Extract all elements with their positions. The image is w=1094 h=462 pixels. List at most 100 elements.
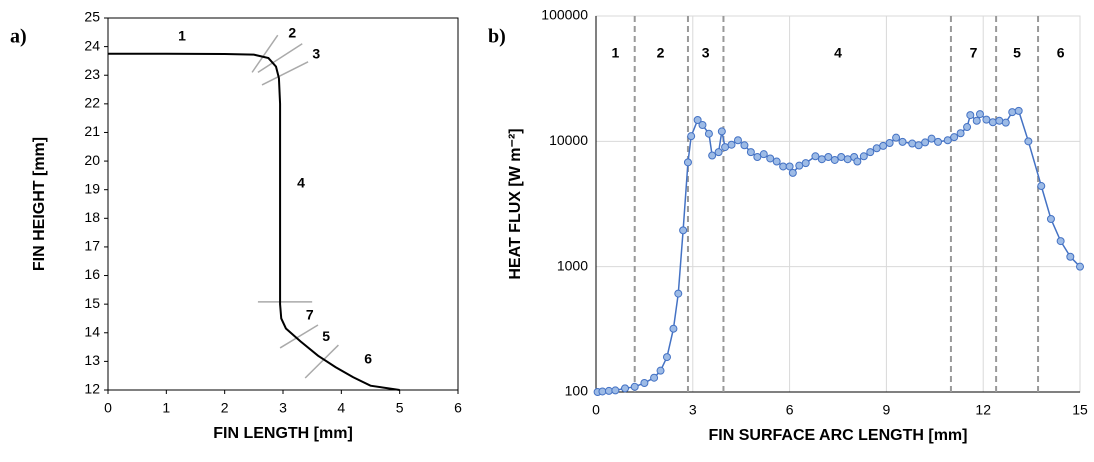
data-point: [892, 133, 901, 142]
data-point: [885, 138, 894, 147]
x-tick-label: 12: [975, 402, 991, 418]
segment-separator: [261, 61, 309, 86]
segment-separator: [279, 324, 319, 349]
data-point: [1076, 262, 1084, 271]
data-point: [779, 162, 788, 171]
x-tick-label: 6: [454, 400, 462, 416]
y-tick-label: 14: [84, 323, 100, 339]
data-point: [611, 386, 620, 395]
data-point: [824, 152, 833, 161]
data-point: [698, 120, 707, 129]
segment-separator: [251, 34, 279, 73]
data-point: [966, 111, 975, 120]
data-point: [656, 366, 665, 375]
y-tick-label: 20: [84, 152, 100, 168]
data-point: [1001, 118, 1010, 127]
data-point: [1024, 137, 1033, 146]
region-label: 5: [1013, 44, 1021, 60]
data-point: [772, 157, 781, 166]
data-point: [733, 136, 742, 145]
data-point: [598, 387, 607, 396]
data-point: [988, 118, 997, 127]
panel-label: a): [10, 26, 27, 48]
region-label: 3: [312, 46, 320, 62]
data-point: [879, 141, 888, 150]
data-point: [956, 129, 965, 138]
data-point: [975, 110, 984, 119]
data-point: [817, 155, 826, 164]
data-point: [963, 123, 972, 132]
y-axis-title: HEAT FLUX [W m⁻²]: [507, 128, 524, 279]
data-point: [995, 116, 1004, 125]
y-tick-label: 18: [84, 209, 100, 225]
data-point: [934, 137, 943, 146]
y-tick-label: 24: [84, 37, 100, 53]
data-point: [843, 155, 852, 164]
data-point: [1046, 215, 1055, 224]
x-tick-label: 3: [689, 402, 697, 418]
region-label: 7: [970, 44, 978, 60]
data-point: [872, 144, 881, 153]
data-point: [859, 152, 868, 161]
data-point: [669, 324, 678, 333]
y-tick-label: 23: [84, 66, 100, 82]
region-label: 7: [306, 307, 314, 323]
data-point: [982, 115, 991, 124]
data-point: [972, 116, 981, 125]
data-point: [759, 150, 768, 159]
y-axis-title: FIN HEIGHT [mm]: [31, 137, 48, 271]
data-point: [1014, 106, 1023, 115]
data-point: [853, 157, 862, 166]
data-point: [604, 386, 613, 395]
y-tick-label: 100: [565, 383, 589, 399]
data-point: [650, 373, 659, 382]
y-tick-label: 22: [84, 95, 100, 111]
plot-frame: [107, 17, 459, 391]
series-line: [597, 110, 1081, 393]
x-tick-label: 6: [786, 402, 794, 418]
data-point: [693, 115, 702, 124]
y-tick-label: 21: [84, 123, 100, 139]
data-point: [630, 382, 639, 391]
x-tick-label: 0: [104, 400, 112, 416]
data-point: [811, 152, 820, 161]
region-label: 4: [834, 44, 842, 60]
y-tick-label: 25: [84, 9, 100, 25]
region-label: 6: [1057, 44, 1065, 60]
series-line: [108, 52, 400, 391]
region-label: 4: [297, 175, 305, 191]
segment-separator: [257, 43, 303, 73]
data-point: [898, 137, 907, 146]
data-point: [795, 161, 804, 170]
x-tick-label: 9: [883, 402, 891, 418]
x-tick-label: 0: [592, 402, 600, 418]
region-label: 2: [657, 44, 665, 60]
x-tick-label: 3: [279, 400, 287, 416]
y-tick-label: 1000: [557, 257, 588, 273]
data-point: [721, 143, 730, 152]
data-point: [914, 141, 923, 150]
plot-frame: [595, 15, 1081, 393]
data-point: [801, 159, 810, 168]
data-point: [1066, 252, 1075, 261]
data-point: [1037, 182, 1046, 191]
y-tick-label: 10000: [549, 132, 588, 148]
x-tick-label: 2: [221, 400, 229, 416]
segment-separator: [304, 344, 339, 379]
data-point: [674, 289, 683, 298]
data-point: [927, 134, 936, 143]
region-label: 2: [288, 24, 296, 40]
data-point: [708, 151, 717, 160]
data-point: [908, 139, 917, 148]
data-point: [1056, 237, 1065, 246]
data-point: [866, 148, 875, 157]
region-label: 5: [322, 328, 330, 344]
y-tick-label: 15: [84, 295, 100, 311]
data-point: [837, 152, 846, 161]
x-axis-title: FIN LENGTH [mm]: [213, 425, 353, 442]
y-tick-label: 13: [84, 352, 100, 368]
y-tick-label: 16: [84, 266, 100, 282]
x-tick-label: 4: [337, 400, 345, 416]
data-point: [766, 154, 775, 163]
